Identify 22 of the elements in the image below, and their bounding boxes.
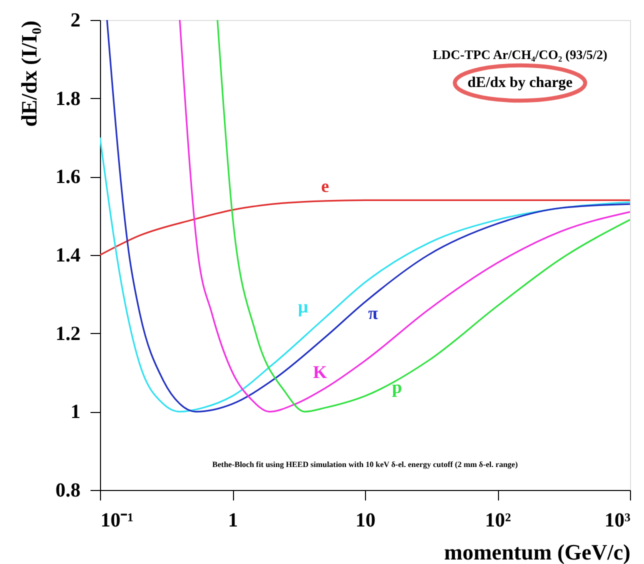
x-tick-label: 10³ [604,510,630,532]
y-tick-label: 0.8 [56,480,80,502]
y-tick-label: 2 [70,10,80,32]
x-tick-label: 10² [485,510,511,532]
x-tick-label: 10 [356,510,376,532]
x-axis-title: momentum (GeV/c) [444,540,630,564]
annotation: LDC-TPC Ar/CH₄/CO₂ (93/5/2) [432,47,608,62]
series-label: e [321,176,330,196]
annotation: dE/dx by charge [467,75,573,91]
y-axis-title: dE/dx (I/I₀) [16,20,42,127]
y-tick-label: 1.8 [56,88,80,110]
y-tick-label: 1.6 [56,166,80,188]
x-tick-label: 10⁻¹ [100,510,134,532]
series-label: K [312,362,328,382]
series-label: p [392,377,402,397]
y-tick-label: 1.2 [56,322,80,345]
series-label: μ [298,296,308,317]
y-tick-label: 1 [70,401,80,424]
annotation: Bethe-Bloch fit using HEED simulation with 10 keV δ-el. energy cutoff (2 mm δ-el. range) [212,460,518,469]
series-label: π [368,303,378,323]
x-tick-label: 1 [228,510,238,532]
y-tick-label: 1.4 [56,244,80,266]
